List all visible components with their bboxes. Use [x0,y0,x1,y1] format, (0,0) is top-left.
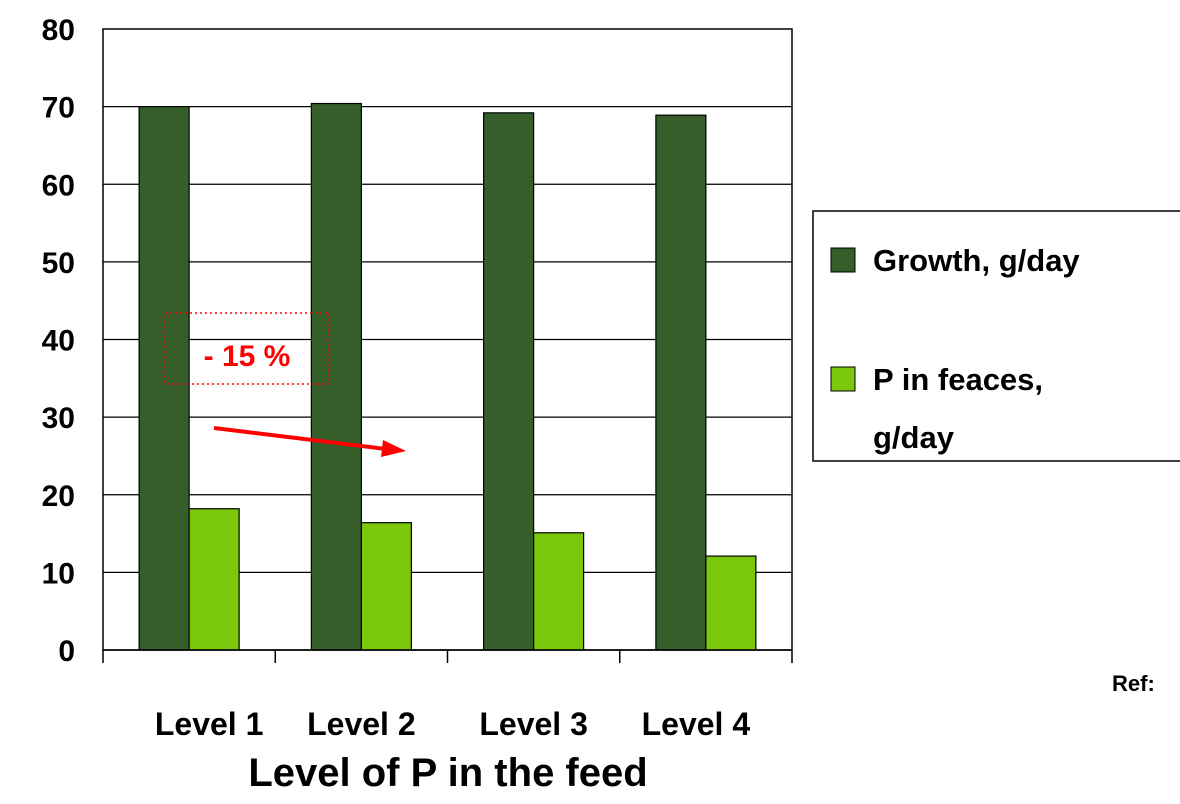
legend-label-p-in-feaces: P in feaces, g/day [873,362,1052,455]
x-axis-ticks [102,650,793,663]
legend-label-growth: Growth, g/day [873,243,1080,278]
bar-growth-3 [483,112,535,651]
bar-growth-1 [138,106,190,651]
annotation-text: - 15 % [204,340,291,373]
y-tick-label: 20 [42,480,75,513]
legend-swatch-growth [830,247,856,273]
gridlines [103,106,792,573]
y-tick-label: 80 [42,14,75,47]
bar-p-in-feaces-4 [705,555,757,651]
y-tick-label: 40 [42,325,75,358]
y-tick-label: 60 [42,169,75,202]
bar-p-in-feaces-3 [533,532,585,651]
y-axis-tick-labels: 0 10 20 30 40 50 60 70 80 [42,14,75,668]
x-category-label: Level 2 [307,706,416,742]
y-tick-label: 50 [42,247,75,280]
bars [138,102,757,651]
x-category-label: Level 1 [155,706,264,742]
annotation-box [164,312,330,385]
x-category-label: Level 3 [479,706,588,742]
y-tick-label: 10 [42,557,75,590]
legend-swatch-p-in-feaces [830,366,856,392]
bar-growth-2 [310,102,362,651]
bar-p-in-feaces-1 [188,508,240,651]
bar-p-in-feaces-2 [360,522,412,651]
bar-growth-4 [655,114,707,651]
x-axis-title: Level of P in the feed [248,751,647,795]
legend-box [812,210,1180,462]
annotation-arrow-shaft [213,426,387,451]
reference-label: Ref: [1112,671,1155,696]
annotation-arrow-head [381,440,406,457]
x-axis-category-labels: Level 1 Level 2 Level 3 Level 4 [155,706,750,742]
y-tick-label: 0 [58,635,75,668]
y-tick-label: 70 [42,92,75,125]
legend: Growth, g/day P in feaces, g/day [812,210,1180,462]
annotation-group: - 15 % [164,312,406,457]
x-category-label: Level 4 [642,706,751,742]
y-tick-label: 30 [42,402,75,435]
